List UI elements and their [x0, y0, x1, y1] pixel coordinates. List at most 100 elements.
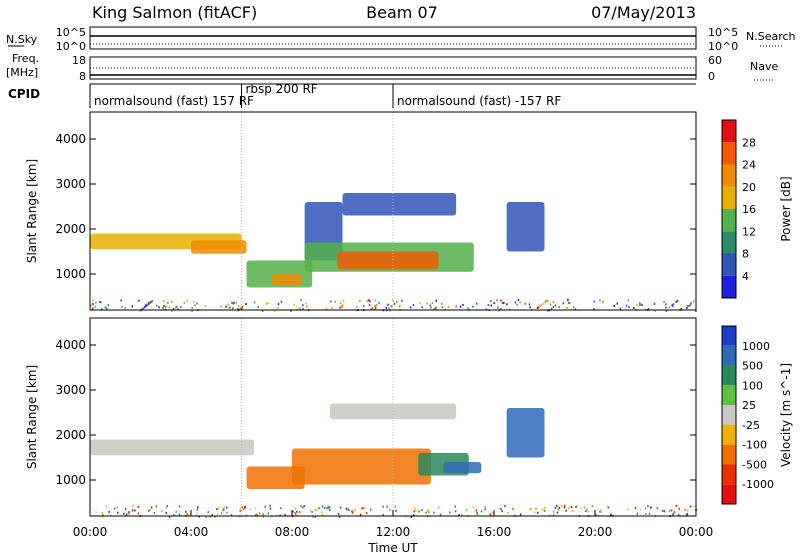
colorbar-tick-label-6: 28 — [742, 136, 756, 149]
noise-speck — [498, 507, 500, 510]
colorbar-tick-label-1: 8 — [742, 248, 749, 261]
noise-speck — [270, 515, 273, 518]
noise-speck — [241, 308, 243, 311]
y-tick-label-3: 4000 — [55, 338, 86, 352]
noise-speck — [359, 300, 361, 303]
noise-speck — [175, 511, 177, 514]
noise-speck — [395, 509, 397, 512]
noise-speck — [150, 506, 153, 509]
noise-speck — [668, 306, 671, 309]
noise-speck — [600, 511, 603, 514]
noise-speck — [485, 308, 488, 311]
colorbar-tick-label-4: 20 — [742, 181, 756, 194]
noise-speck — [628, 306, 630, 309]
noise-speck — [230, 514, 233, 517]
noise-speck — [113, 507, 116, 510]
noise-speck — [686, 509, 689, 512]
noise-speck — [639, 304, 641, 307]
noise-speck — [257, 306, 259, 309]
noise-speck — [536, 306, 539, 309]
noise-speck — [670, 509, 673, 512]
noise-speck — [116, 506, 118, 509]
noise-speck — [277, 303, 280, 306]
noise-speck — [137, 506, 139, 509]
noise-speck — [689, 505, 692, 508]
noise-speck — [356, 305, 358, 308]
noise-speck — [240, 307, 242, 310]
noise-speck — [321, 514, 324, 517]
noise-speck — [593, 307, 595, 310]
noise-speck — [684, 508, 686, 511]
noise-speck — [368, 304, 371, 307]
noise-speck — [553, 510, 555, 513]
noise-speck — [122, 512, 125, 515]
noise-speck — [585, 510, 587, 513]
noise-speck — [361, 507, 363, 510]
colorbar-swatch-3 — [722, 385, 736, 406]
colorbar-swatch-5 — [722, 164, 736, 187]
noise-speck — [256, 513, 258, 516]
noise-speck — [148, 509, 150, 512]
noise-speck — [108, 510, 110, 513]
noise-speck — [392, 299, 394, 302]
noise-speck — [600, 509, 603, 512]
y-tick-label-0: 1000 — [55, 267, 86, 281]
noise-speck — [565, 509, 567, 512]
x-tick-label-3: 12:00 — [376, 525, 411, 539]
noise-speck — [676, 299, 679, 302]
noise-speck — [173, 513, 175, 516]
noise-speck — [127, 512, 129, 515]
noise-speck — [225, 305, 227, 308]
noise-speck — [101, 307, 103, 310]
noise-speck — [101, 511, 104, 514]
noise-speck — [570, 505, 573, 508]
colorbar-tick-label-0: 4 — [742, 270, 749, 283]
noise-speck — [431, 302, 434, 305]
noise-speck — [198, 515, 200, 518]
noise-speck — [269, 507, 272, 510]
noise-speck — [467, 307, 469, 310]
noise-speck — [430, 306, 432, 309]
noise-speck — [92, 298, 94, 301]
noise-speck — [284, 513, 286, 516]
noise-speck — [636, 512, 639, 515]
noise-speck — [365, 512, 368, 515]
echo-region-1 — [246, 466, 305, 489]
noise-speck — [321, 511, 323, 514]
noise-speck — [294, 507, 297, 510]
colorbar-tick-label-1: 500 — [742, 360, 763, 373]
noise-speck — [665, 306, 667, 309]
noise-speck — [562, 302, 565, 305]
noise-speck — [567, 507, 570, 510]
noise-speck — [374, 299, 377, 302]
noise-speck — [572, 306, 575, 309]
noise-speck — [295, 513, 297, 516]
noise-speck — [194, 304, 196, 307]
noise-speck — [454, 505, 457, 508]
x-axis-label: Time UT — [367, 541, 418, 554]
x-tick-label-6: 00:00 — [679, 525, 714, 539]
x-tick-label-5: 20:00 — [578, 525, 613, 539]
noise-speck — [656, 507, 659, 510]
colorbar-tick-label-3: 25 — [742, 399, 756, 412]
noise-speck — [92, 303, 94, 306]
noise-speck — [196, 511, 198, 514]
noise-speck — [602, 300, 604, 303]
noise-speck — [516, 303, 518, 306]
power-panel: 1000 2000 3000 4000 Slant Range [km] — [25, 111, 697, 312]
y-tick-label-3: 4000 — [55, 132, 86, 146]
noise-speck — [680, 308, 683, 311]
colorbar-swatch-3 — [722, 209, 736, 232]
noise-speck — [627, 508, 629, 511]
noise-speck — [412, 514, 415, 517]
noise-speck — [348, 508, 350, 511]
noise-speck — [264, 505, 267, 508]
noise-speck — [249, 508, 252, 511]
noise-speck — [427, 509, 429, 512]
noise-speck — [334, 300, 337, 303]
noise-speck — [640, 303, 642, 306]
noise-speck — [504, 505, 506, 508]
noise-speck — [345, 507, 348, 510]
noise-speck — [462, 303, 464, 306]
noise-speck — [254, 507, 257, 510]
